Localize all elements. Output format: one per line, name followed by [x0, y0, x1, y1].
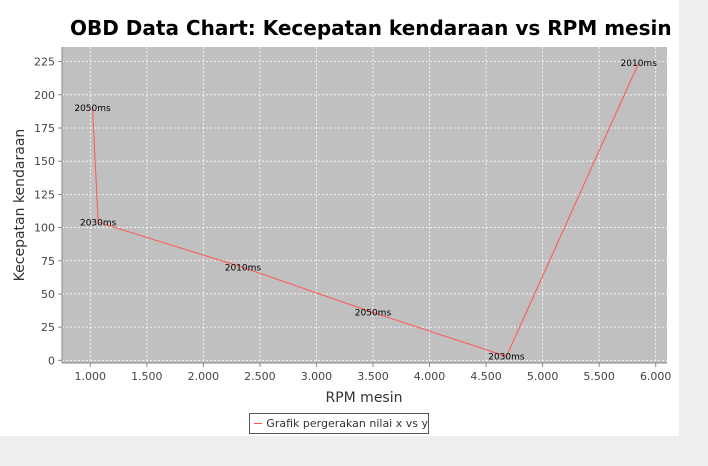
plot-area	[62, 47, 667, 363]
y-tick-label: 150	[34, 155, 55, 168]
x-tick-label: 1.500	[131, 370, 163, 383]
point-label: 2050ms	[355, 309, 392, 319]
point-label: 2030ms	[488, 352, 525, 362]
y-tick-label: 25	[41, 321, 55, 334]
x-tick-label: 5.500	[583, 370, 615, 383]
x-tick-label: 4.500	[470, 370, 502, 383]
legend: Grafik pergerakan nilai x vs y	[249, 413, 429, 434]
x-axis-title: RPM mesin	[325, 390, 402, 406]
axis-layer: 1.000 1.500 2.000 2.500 3.000 3.500 4.000 4.500…	[34, 47, 671, 383]
y-tick-label: 100	[34, 222, 55, 235]
grid-layer	[62, 47, 667, 363]
point-label: 2010ms	[621, 59, 658, 69]
y-tick-label: 225	[34, 56, 55, 69]
y-tick-label: 50	[41, 288, 55, 301]
point-label: 2050ms	[74, 104, 111, 114]
x-tick-label: 5.000	[527, 370, 559, 383]
legend-swatch	[254, 423, 263, 424]
y-tick-label: 0	[48, 354, 55, 367]
legend-label: Grafik pergerakan nilai x vs y	[266, 417, 428, 430]
x-tick-label: 3.000	[301, 370, 333, 383]
x-tick-label: 2.000	[188, 370, 220, 383]
chart-svg: 1.000 1.500 2.000 2.500 3.000 3.500 4.000 4.500…	[12, 47, 671, 406]
x-tick-label: 2.500	[244, 370, 276, 383]
label-layer: 2010ms 2030ms 2050ms 2010ms 2030ms 2050ms	[74, 59, 657, 362]
x-tick-label: 1.000	[75, 370, 107, 383]
y-tick-label: 125	[34, 188, 55, 201]
y-axis-title: Kecepatan kendaraan	[12, 129, 28, 282]
series-line	[92, 62, 640, 358]
y-tick-label: 200	[34, 89, 55, 102]
x-tick-label: 6.000	[640, 370, 672, 383]
x-tick-label: 4.000	[414, 370, 446, 383]
chart-title: OBD Data Chart: Kecepatan kendaraan vs R…	[70, 16, 672, 40]
y-tick-label: 75	[41, 255, 55, 268]
y-tick-label: 175	[34, 122, 55, 135]
point-label: 2030ms	[80, 218, 117, 228]
series-layer	[92, 62, 640, 358]
x-tick-label: 3.500	[357, 370, 389, 383]
point-label: 2010ms	[225, 263, 262, 273]
chart-panel: OBD Data Chart: Kecepatan kendaraan vs R…	[0, 0, 679, 436]
